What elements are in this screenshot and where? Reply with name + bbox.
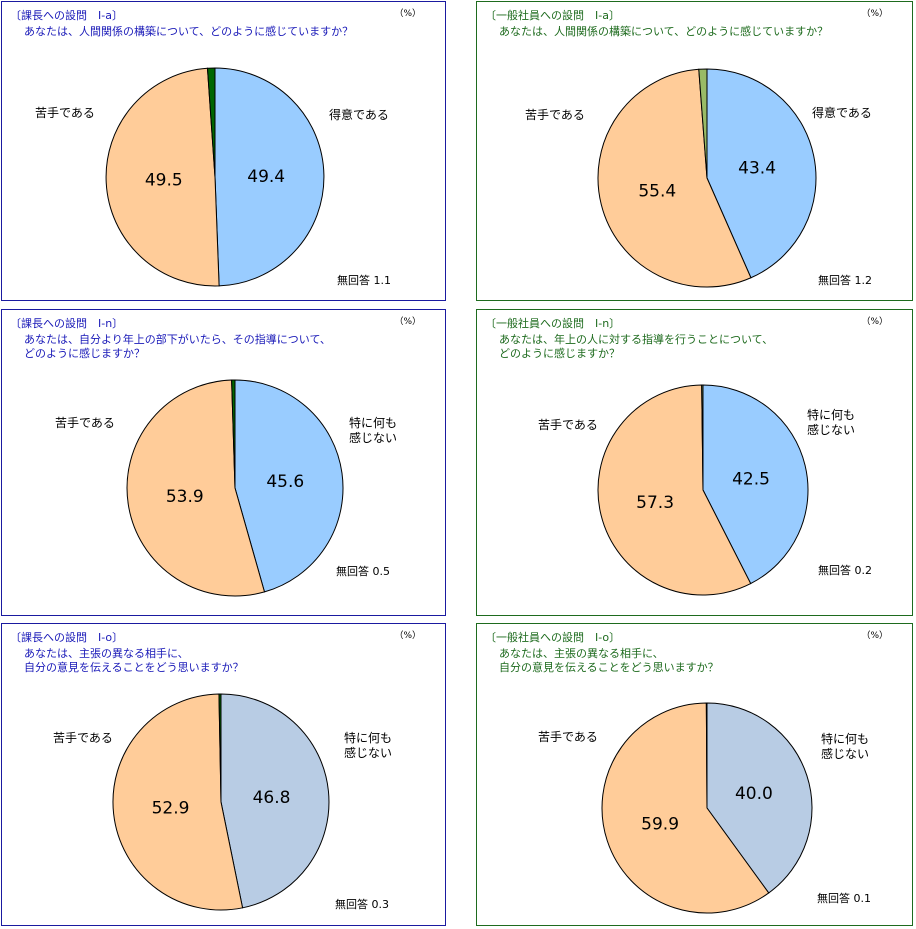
legend-label-first: 特に何も 感じない [349,416,398,445]
legend-label-second: 苦手である [55,416,115,430]
legend-label-first: 特に何も 感じない [344,731,393,760]
pie-slice-second [105,67,220,287]
no-answer-label: 無回答 0.5 [336,565,390,578]
chart-panel-employee-ia: 〔一般社員への設問 Ⅰ-a〕 （%） あなたは、人間関係の構築について、どのよう… [476,1,913,301]
no-answer-label: 無回答 0.3 [335,898,389,911]
pie-slice-noanswer [231,379,236,489]
chart-panel-manager-in: 〔課長への設問 Ⅰ-n〕 （%） あなたは、自分より年上の部下がいたら、その指導… [1,309,446,616]
chart-panel-employee-io: 〔一般社員への設問 Ⅰ-o〕 （%） あなたは、主張の異なる相手に、 自分の意見… [476,623,913,926]
pie-slice-second [601,702,770,914]
legend-label-first: 得意である [812,106,872,120]
pie-slice-first [702,384,809,585]
pie-value-label: 59.9 [641,814,679,834]
pie-chart: 46.8 52.9 [112,693,330,911]
panel-title: 〔課長への設問 Ⅰ-n〕 [10,317,124,330]
pie-slice-noanswer [701,384,704,491]
panel-title: 〔課長への設問 Ⅰ-o〕 [10,631,124,644]
pie-slice-second [126,379,266,597]
pie-chart: 49.4 49.5 [105,67,325,287]
pie-chart: 43.4 55.4 [597,68,817,288]
pie-slice-noanswer [705,702,708,809]
pie-slice-first [220,693,330,909]
no-answer-label: 無回答 0.1 [817,892,871,905]
unit-label: （%） [861,631,888,641]
pie-chart: 40.0 59.9 [601,702,813,914]
pie-slice-second [597,384,752,596]
legend-label-first: 特に何も 感じない [807,408,856,437]
pie-slice-second [597,68,752,288]
pie-slice-noanswer [698,68,708,179]
pie-value-label: 42.5 [732,470,770,490]
pie-slice-noanswer [218,693,222,803]
legend-label-second: 苦手である [538,418,598,432]
pie-value-label: 40.0 [735,784,773,804]
question-text: あなたは、主張の異なる相手に、 自分の意見を伝えることをどう思いますか？ [499,647,719,674]
pie-slice-first [214,67,325,287]
legend-label-first: 得意である [329,108,389,122]
pie-slice-noanswer [206,67,216,178]
pie-chart: 42.5 57.3 [597,384,809,596]
pie-slice-first [706,702,813,894]
chart-panel-manager-io: 〔課長への設問 Ⅰ-o〕 （%） あなたは、主張の異なる相手に、 自分の意見を伝… [1,623,446,926]
legend-label-second: 苦手である [53,731,113,745]
legend-label-second: 苦手である [525,108,585,122]
unit-label: （%） [394,317,421,327]
question-text: あなたは、人間関係の構築について、どのように感じていますか？ [499,25,829,38]
panel-title: 〔一般社員への設問 Ⅰ-n〕 [485,317,621,330]
legend-label-second: 苦手である [538,730,598,744]
panel-title: 〔一般社員への設問 Ⅰ-o〕 [485,631,621,644]
pie-value-label: 46.8 [253,788,291,808]
legend-label-second: 苦手である [35,106,95,120]
chart-panel-employee-in: 〔一般社員への設問 Ⅰ-n〕 （%） あなたは、年上の人に対する指導を行うことに… [476,309,913,616]
unit-label: （%） [861,317,888,327]
legend-label-first: 特に何も 感じない [821,732,870,761]
pie-value-label: 45.6 [266,472,304,492]
pie-value-label: 49.4 [247,167,285,187]
question-text: あなたは、主張の異なる相手に、 自分の意見を伝えることをどう思いますか？ [24,647,244,674]
unit-label: （%） [861,9,888,19]
pie-value-label: 57.3 [636,493,674,513]
pie-slice-first [706,68,817,279]
pie-value-label: 43.4 [738,159,776,179]
no-answer-label: 無回答 1.2 [818,274,872,287]
pie-value-label: 53.9 [166,487,204,507]
pie-slice-second [112,693,244,911]
no-answer-label: 無回答 1.1 [337,274,391,287]
pie-value-label: 55.4 [638,181,676,201]
pie-value-label: 52.9 [152,799,190,819]
pie-chart: 45.6 53.9 [126,379,344,597]
unit-label: （%） [394,631,421,641]
panel-title: 〔課長への設問 Ⅰ-a〕 [10,9,123,22]
unit-label: （%） [394,9,421,19]
pie-value-label: 49.5 [145,171,183,191]
panel-title: 〔一般社員への設問 Ⅰ-a〕 [485,9,620,22]
question-text: あなたは、自分より年上の部下がいたら、その指導について、 どのように感じますか？ [24,333,331,360]
chart-panel-manager-ia: 〔課長への設問 Ⅰ-a〕 （%） あなたは、人間関係の構築について、どのように感… [1,1,446,301]
question-text: あなたは、年上の人に対する指導を行うことについて、 どのように感じますか？ [499,333,774,360]
pie-slice-first [234,379,344,593]
question-text: あなたは、人間関係の構築について、どのように感じていますか？ [24,25,354,38]
no-answer-label: 無回答 0.2 [818,564,872,577]
